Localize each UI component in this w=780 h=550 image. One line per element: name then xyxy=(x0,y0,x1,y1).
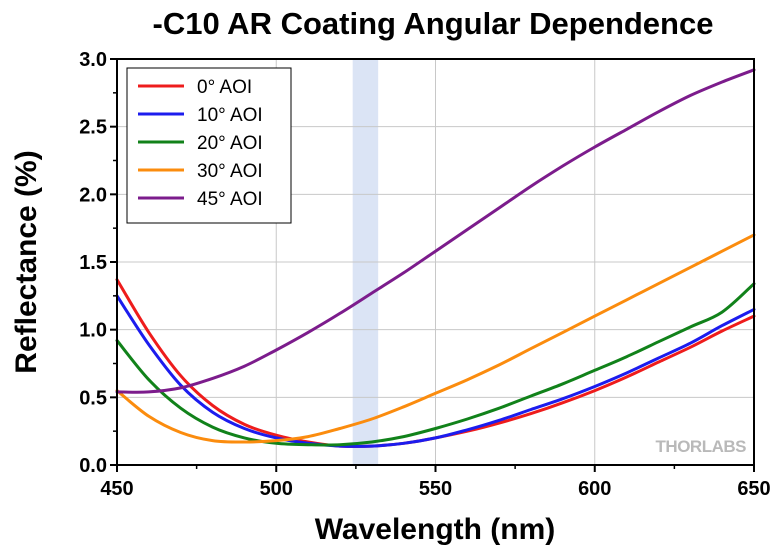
y-tick-label: 1.5 xyxy=(79,252,107,274)
y-tick-label: 1.0 xyxy=(79,320,107,342)
x-axis-label: Wavelength (nm) xyxy=(315,513,556,546)
y-tick-label: 2.5 xyxy=(79,117,107,139)
x-tick-label: 650 xyxy=(737,478,770,500)
y-tick-label: 2.0 xyxy=(79,184,107,206)
x-tick-label: 500 xyxy=(260,478,293,500)
legend-label-0: 0° AOI xyxy=(197,77,252,98)
series-line-2 xyxy=(115,282,756,447)
series-lines xyxy=(115,68,756,448)
legend: 0° AOI 10° AOI 20° AOI 30° AOI 45° AOI xyxy=(126,67,292,224)
series-line-4 xyxy=(115,68,756,394)
x-axis-ticks: 450 500 550 600 650 xyxy=(100,465,771,500)
plot-area: THORLABS xyxy=(115,58,756,466)
y-axis-ticks: 0.0 0.5 1.0 1.5 2.0 2.5 3.0 xyxy=(79,49,117,477)
y-tick-label: 0.0 xyxy=(79,455,107,477)
legend-items: 0° AOI 10° AOI 20° AOI 30° AOI 45° AOI xyxy=(138,77,263,210)
legend-label-3: 30° AOI xyxy=(197,161,263,182)
x-tick-label: 550 xyxy=(419,478,452,500)
legend-label-2: 20° AOI xyxy=(197,133,263,154)
y-tick-label: 3.0 xyxy=(79,49,107,71)
y-axis-label: Reflectance (%) xyxy=(10,150,43,373)
x-tick-label: 600 xyxy=(578,478,611,500)
series-line-3 xyxy=(115,233,756,444)
series-line-1 xyxy=(115,294,756,448)
legend-label-1: 10° AOI xyxy=(197,105,263,126)
x-tick-label: 450 xyxy=(100,478,133,500)
chart-title: -C10 AR Coating Angular Dependence xyxy=(153,6,714,41)
y-tick-label: 0.5 xyxy=(79,387,107,409)
thorlabs-watermark: THORLABS xyxy=(656,437,747,456)
legend-label-4: 45° AOI xyxy=(197,189,263,210)
